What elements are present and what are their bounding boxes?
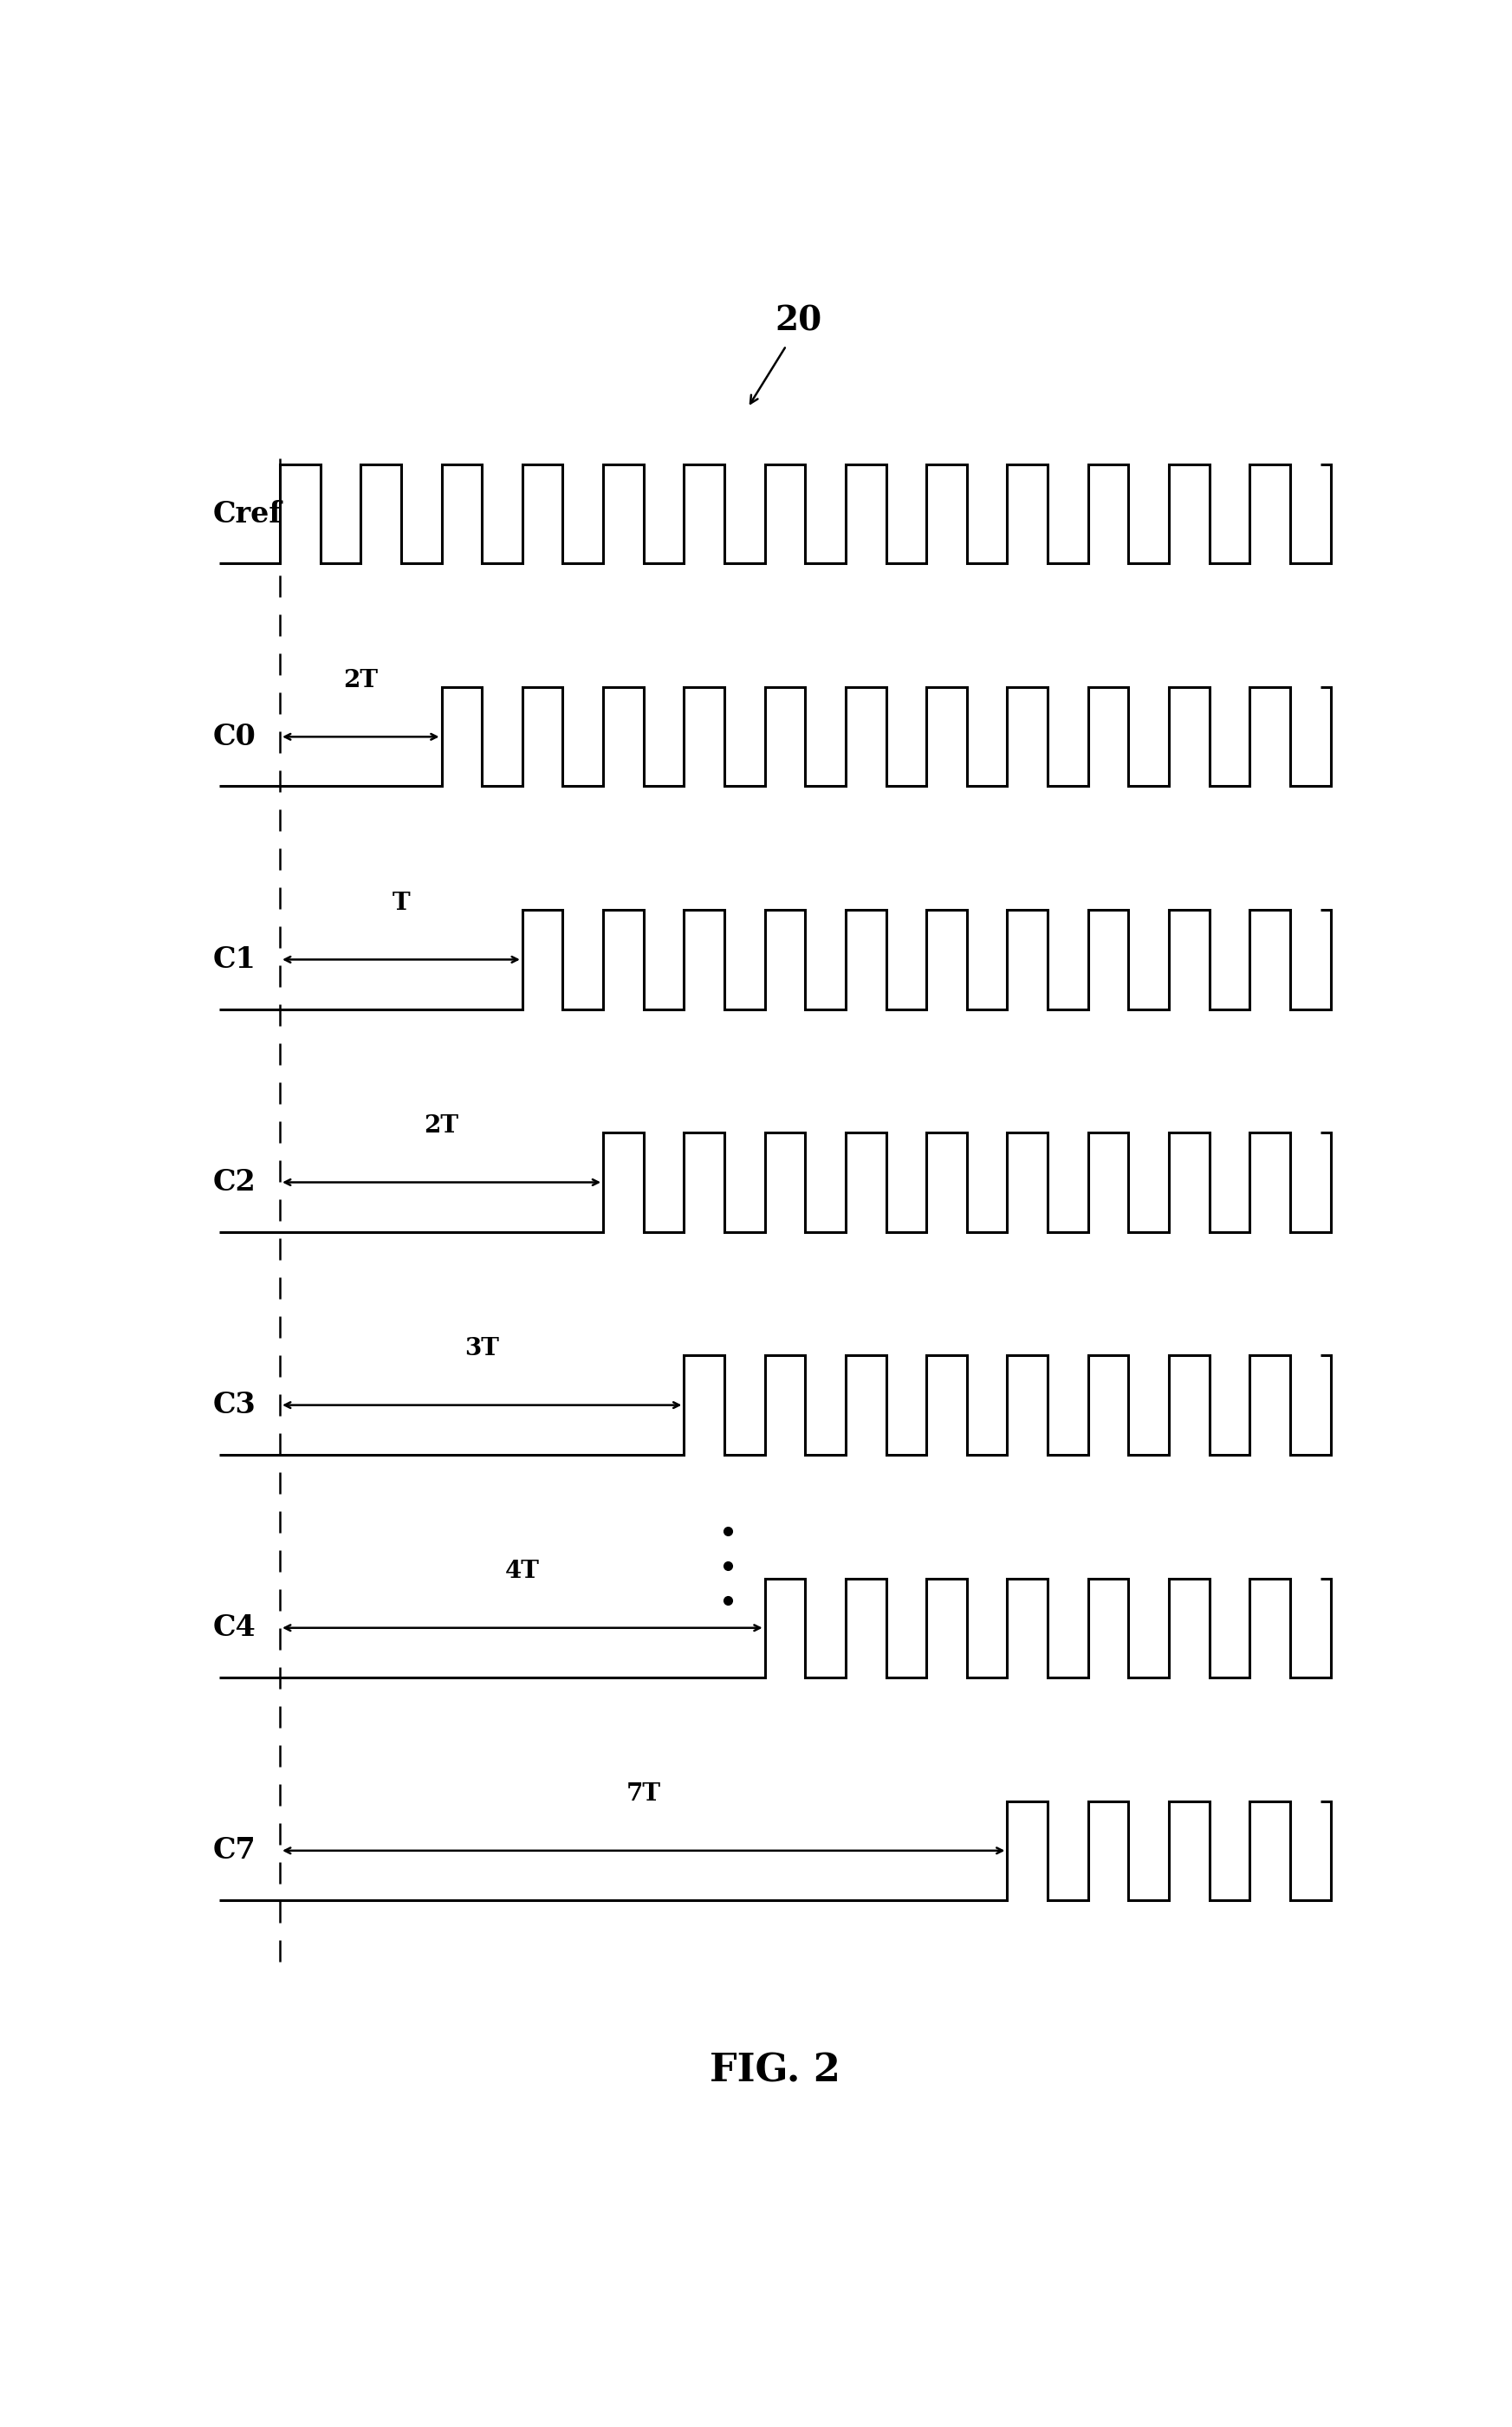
Text: 20: 20	[774, 303, 823, 337]
Text: C2: C2	[213, 1167, 257, 1197]
Text: 2T: 2T	[343, 670, 378, 692]
Text: 2T: 2T	[425, 1114, 458, 1138]
Text: C4: C4	[213, 1614, 257, 1643]
Text: 4T: 4T	[505, 1561, 540, 1582]
Text: Cref: Cref	[213, 500, 283, 529]
Text: FIG. 2: FIG. 2	[709, 2053, 841, 2090]
Text: C1: C1	[213, 944, 257, 973]
Text: 7T: 7T	[626, 1784, 661, 1806]
Text: 3T: 3T	[464, 1337, 499, 1362]
Text: C3: C3	[213, 1391, 257, 1420]
Text: C0: C0	[213, 723, 257, 750]
Text: C7: C7	[213, 1837, 257, 1864]
Text: T: T	[392, 891, 410, 915]
